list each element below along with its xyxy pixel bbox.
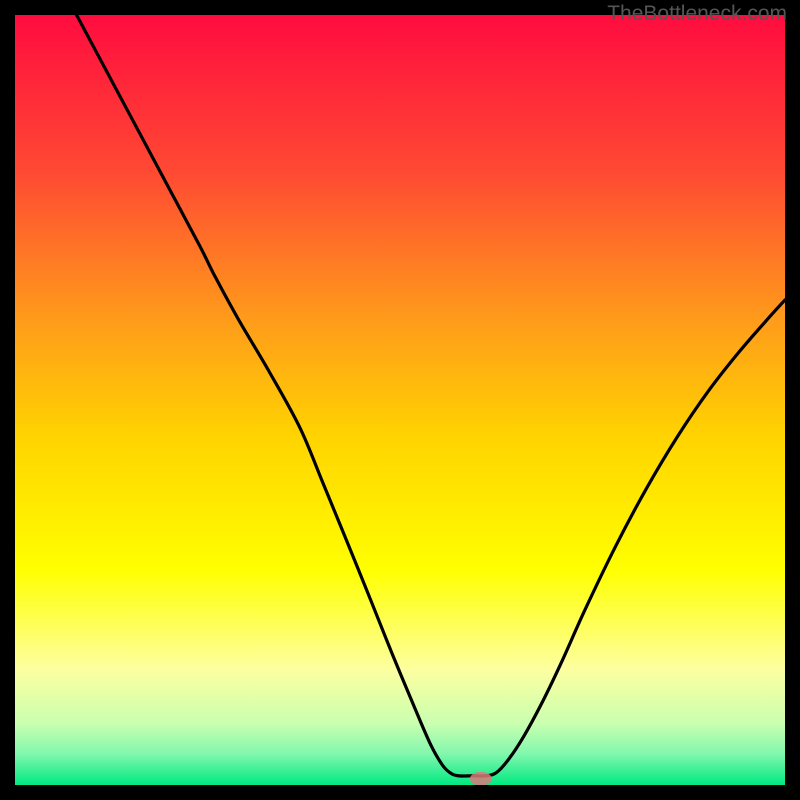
chart-svg — [15, 15, 785, 785]
chart-frame: TheBottleneck.com — [0, 0, 800, 800]
plot-area — [15, 15, 785, 785]
watermark-text: TheBottleneck.com — [607, 2, 787, 26]
